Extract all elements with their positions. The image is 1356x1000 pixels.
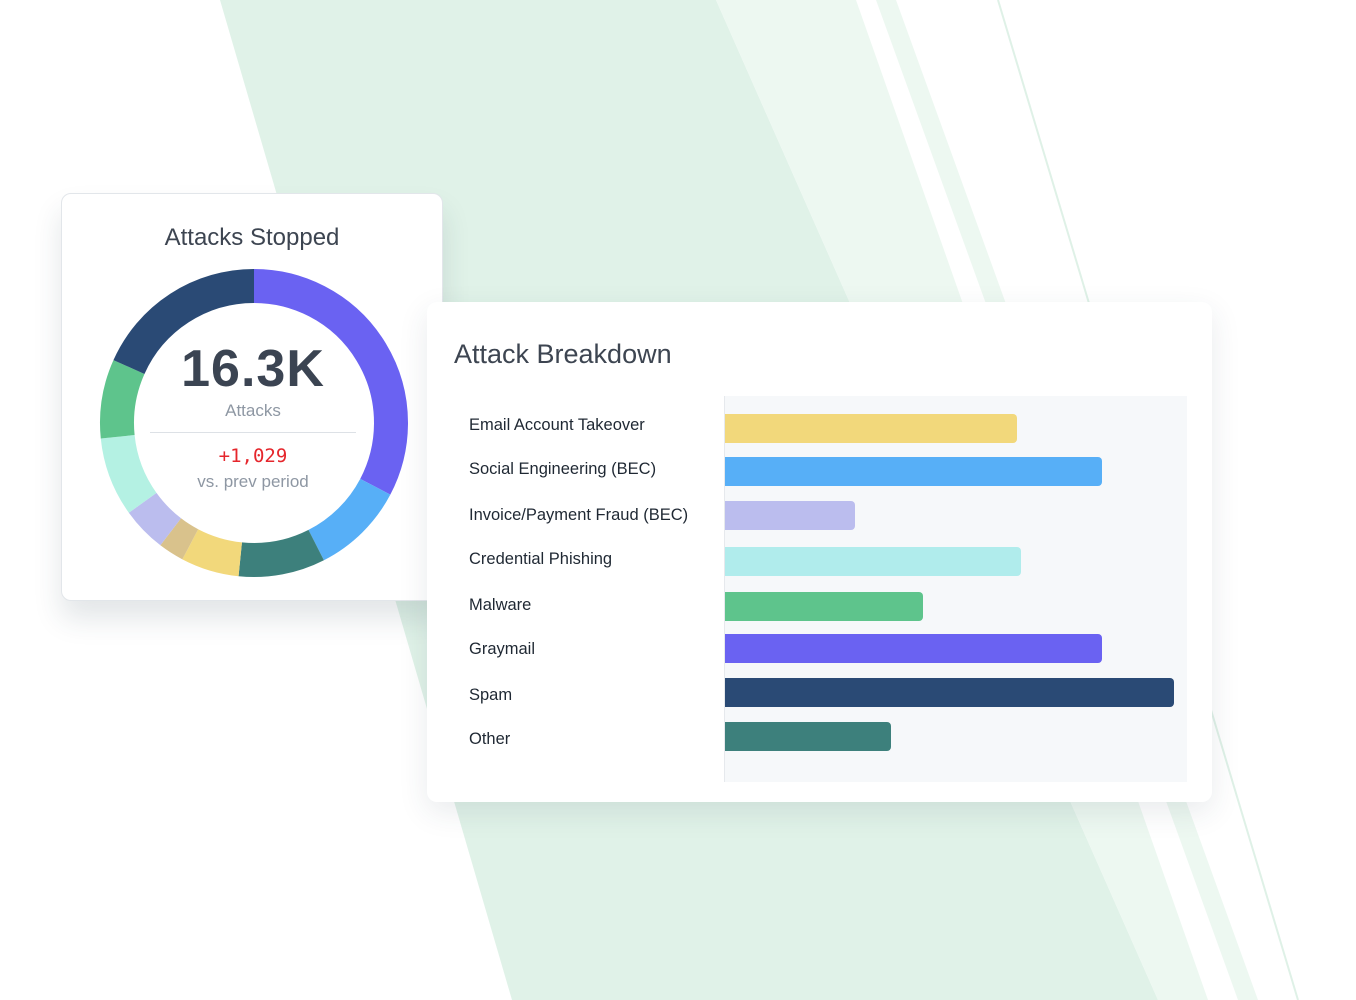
attack-breakdown-title: Attack Breakdown [454, 339, 672, 369]
donut-segment-3 [238, 529, 324, 577]
bar [725, 414, 1017, 443]
bar [725, 547, 1021, 576]
donut-segment-5 [160, 518, 199, 560]
bar-label: Other [469, 730, 511, 748]
attacks-delta: +1,029 [218, 445, 288, 467]
donut-segment-4 [182, 529, 243, 577]
bar-label: Malware [469, 596, 532, 614]
attacks-delta-label: vs. prev period [197, 472, 309, 491]
attacks-stopped-card: Attacks Stopped 16.3K Attacks +1,029 vs.… [61, 193, 443, 601]
donut-segment-8 [100, 360, 145, 439]
bar-label: Social Engineering (BEC) [469, 460, 657, 478]
bar [725, 592, 923, 621]
donut-center: 16.3K Attacks +1,029 vs. prev period [150, 339, 356, 492]
attacks-total-label: Attacks [225, 401, 281, 420]
donut-segment-2 [308, 478, 391, 561]
bar-label: Invoice/Payment Fraud (BEC) [469, 506, 689, 524]
center-divider [150, 432, 356, 433]
donut-segment-6 [128, 492, 182, 546]
attacks-stopped-title: Attacks Stopped [164, 224, 340, 251]
attacks-donut-chart [100, 269, 408, 577]
donut-segment-9 [113, 269, 255, 375]
attacks-total: 16.3K [181, 340, 325, 398]
bar [725, 722, 891, 751]
bar-label: Credential Phishing [469, 550, 613, 568]
bar [725, 634, 1102, 663]
bar-label: Graymail [469, 640, 536, 658]
donut-segment-7 [100, 434, 157, 513]
bar-label: Spam [469, 686, 513, 704]
bar-chart-axis-line [724, 396, 725, 782]
donut-segment-1 [253, 269, 408, 495]
bar [725, 501, 855, 530]
bar [725, 457, 1102, 486]
attack-breakdown-card: Attack Breakdown Email Account Takeover S… [427, 302, 1212, 802]
bar [725, 678, 1174, 707]
bar-label: Email Account Takeover [469, 416, 645, 434]
